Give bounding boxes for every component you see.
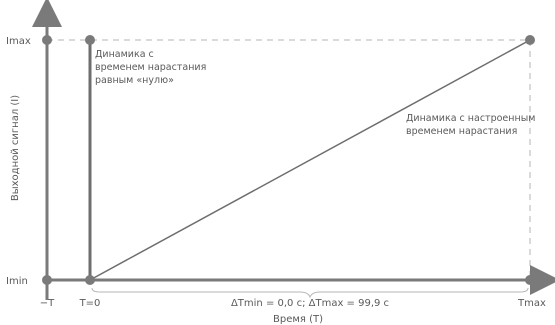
time-range-brace (91, 287, 529, 299)
point-ramp-end (525, 35, 535, 45)
annotation-zero-ramp: Динамика с временем нарастания равным «н… (95, 49, 209, 86)
annotation-configured-ramp-line-1: Динамика с настроенным (406, 113, 535, 124)
x-tick-neg-t: −T (40, 298, 55, 309)
point-imin-origin (42, 275, 52, 285)
y-tick-imax: Imax (6, 36, 31, 47)
annotation-configured-ramp-line-2: временем нарастания (406, 126, 517, 137)
y-tick-imin: Imin (6, 276, 28, 287)
y-axis-label: Выходной сигнал (I) (10, 95, 21, 201)
time-range-label: ΔTmin = 0,0 с; ΔTmax = 99,9 с (231, 298, 389, 309)
point-t-zero (85, 275, 95, 285)
point-tmax (525, 275, 535, 285)
x-axis-label: Время (T) (273, 314, 323, 325)
annotation-configured-ramp: Динамика с настроенным временем нарастан… (406, 113, 538, 137)
point-zero-ramp-top (85, 35, 95, 45)
configured-ramp-line (89, 39, 531, 281)
x-tick-tmax: Tmax (517, 298, 546, 309)
x-tick-t-zero: T=0 (79, 298, 101, 309)
annotation-zero-ramp-line-2: временем нарастания (95, 62, 206, 73)
annotation-zero-ramp-line-3: равным «нулю» (95, 75, 174, 86)
annotation-zero-ramp-line-1: Динамика с (95, 49, 154, 60)
point-imax-axis (42, 35, 52, 45)
